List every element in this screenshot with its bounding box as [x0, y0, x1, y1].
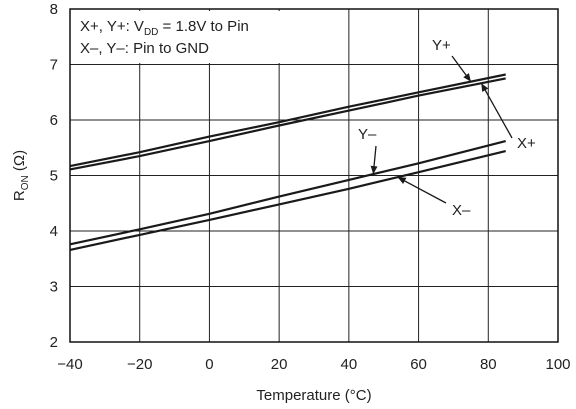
x-tick-label: 60 [410, 356, 427, 373]
annotation-gnd-line: X–, Y–: Pin to GND [80, 40, 209, 57]
series-label-X–: X– [452, 202, 471, 219]
series-label-Y+: Y+ [432, 37, 451, 54]
y-tick-label: 6 [50, 112, 58, 129]
x-tick-label: 80 [480, 356, 497, 373]
x-axis-title: Temperature (°C) [256, 387, 371, 404]
series-callouts: Y+ X+ Y– X– [358, 37, 536, 219]
callout-arrowhead-X– [397, 177, 407, 184]
series-label-Y–: Y– [358, 126, 377, 143]
x-tick-label: 100 [545, 356, 570, 373]
series-line-Y+ [69, 73, 506, 168]
x-tick-label: 20 [271, 356, 288, 373]
series-lines [69, 73, 506, 251]
callout-arrowhead-Y+ [463, 73, 471, 82]
annotations: X+, Y+: VDD = 1.8V to Pin X–, Y–: Pin to… [72, 11, 302, 63]
callout-arrowhead-X+ [481, 83, 489, 92]
x-tick-label: −40 [57, 356, 82, 373]
annotation-vdd-line: X+, Y+: VDD = 1.8V to Pin [80, 18, 249, 38]
x-tick-label: 40 [341, 356, 358, 373]
callout-line-X– [397, 176, 447, 204]
x-tick-label: 0 [205, 356, 213, 373]
y-tick-label: 4 [50, 223, 58, 240]
y-tick-label: 5 [50, 168, 58, 185]
x-tick-label: −20 [127, 356, 152, 373]
y-tick-label: 8 [50, 1, 58, 18]
callout-arrowhead-Y– [370, 165, 378, 175]
note-background [72, 11, 302, 63]
y-tick-label: 7 [50, 57, 58, 74]
callout-line-X+ [480, 82, 513, 139]
series-line-X– [69, 150, 506, 251]
x-axis: −40 −20 0 20 40 60 80 100 [57, 356, 570, 373]
series-line-X+ [69, 77, 506, 171]
grid [69, 8, 559, 343]
series-label-X+: X+ [517, 135, 536, 152]
y-axis-title: RON (Ω) [11, 150, 31, 201]
y-tick-label: 3 [50, 279, 58, 296]
y-tick-label: 2 [50, 334, 58, 351]
series-line-Y– [69, 140, 506, 246]
plot-frame [69, 8, 559, 343]
y-axis: 2 3 4 5 6 7 8 [50, 1, 58, 351]
